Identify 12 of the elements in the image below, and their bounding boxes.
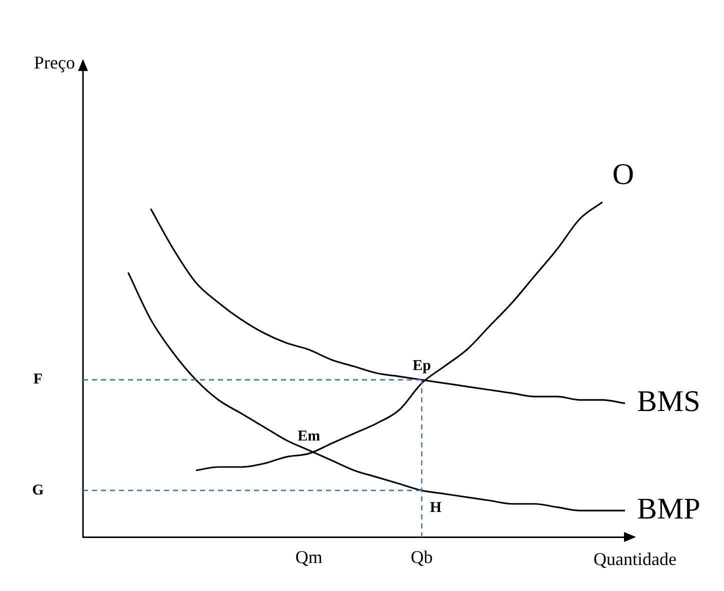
x-axis-title: Quantidade: [594, 549, 676, 570]
text: Preço: [34, 52, 75, 73]
ref-line-label: F: [33, 372, 43, 388]
x-tick-label: Qb: [410, 546, 433, 567]
x-tick-label: Qm: [295, 546, 322, 567]
series-label: BMS: [637, 385, 700, 418]
annotation: H: [430, 500, 442, 516]
annotation: Em: [298, 428, 321, 445]
ref-line-label: G: [32, 482, 44, 498]
annotation: Ep: [412, 358, 431, 374]
series-label: BMP: [637, 492, 700, 526]
series-label: O: [612, 158, 634, 191]
